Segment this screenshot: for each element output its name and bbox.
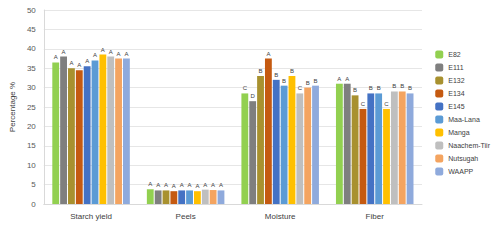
svg-text:E134: E134 [448, 90, 464, 97]
svg-text:A: A [180, 182, 184, 188]
svg-text:A: A [203, 182, 207, 188]
svg-text:0: 0 [31, 200, 36, 209]
svg-text:Naachem-Tiir: Naachem-Tiir [448, 142, 490, 149]
svg-text:A: A [219, 182, 223, 188]
svg-text:50: 50 [27, 6, 36, 15]
svg-text:A: A [211, 182, 215, 188]
svg-text:D: D [251, 93, 256, 99]
svg-text:Percentage %: Percentage % [8, 82, 17, 132]
svg-text:A: A [109, 49, 113, 55]
svg-text:20: 20 [27, 122, 36, 131]
svg-text:C: C [384, 101, 389, 107]
svg-text:E132: E132 [448, 77, 464, 84]
svg-text:A: A [93, 52, 97, 58]
svg-text:A: A [345, 76, 349, 82]
svg-text:Starch yield: Starch yield [70, 212, 112, 221]
svg-text:40: 40 [27, 44, 36, 53]
svg-text:35: 35 [27, 64, 36, 73]
svg-text:A: A [77, 62, 81, 68]
svg-text:A: A [156, 182, 160, 188]
svg-text:B: B [259, 68, 263, 74]
svg-text:15: 15 [27, 141, 36, 150]
svg-text:A: A [62, 49, 66, 55]
svg-text:25: 25 [27, 103, 36, 112]
svg-text:B: B [290, 68, 294, 74]
svg-text:E82: E82 [448, 51, 461, 58]
svg-text:B: B [369, 85, 373, 91]
svg-text:B: B [408, 85, 412, 91]
svg-text:A: A [188, 182, 192, 188]
svg-text:A: A [117, 51, 121, 57]
svg-text:A: A [69, 60, 73, 66]
svg-text:Moisture: Moisture [265, 212, 296, 221]
svg-text:B: B [400, 83, 404, 89]
svg-text:Maa-Lana: Maa-Lana [448, 116, 480, 123]
svg-text:B: B [353, 87, 357, 93]
svg-text:A: A [172, 183, 176, 189]
svg-text:C: C [361, 101, 366, 107]
svg-text:A: A [101, 47, 105, 53]
svg-text:B: B [282, 78, 286, 84]
svg-text:A: A [85, 58, 89, 64]
svg-text:B: B [274, 72, 278, 78]
svg-text:A: A [124, 51, 128, 57]
svg-text:A: A [195, 183, 199, 189]
svg-text:Manga: Manga [448, 129, 470, 137]
svg-text:C: C [298, 85, 303, 91]
svg-text:B: B [314, 78, 318, 84]
svg-text:B: B [392, 83, 396, 89]
svg-text:E111: E111 [448, 64, 463, 71]
svg-text:5: 5 [31, 180, 36, 189]
svg-text:A: A [164, 182, 168, 188]
svg-text:A: A [337, 76, 341, 82]
svg-text:Fiber: Fiber [366, 212, 385, 221]
svg-text:10: 10 [27, 161, 36, 170]
svg-text:Nutsugah: Nutsugah [448, 155, 478, 163]
svg-text:A: A [54, 54, 58, 60]
svg-text:A: A [266, 51, 270, 57]
svg-text:45: 45 [27, 25, 36, 34]
svg-text:E145: E145 [448, 103, 464, 110]
svg-text:30: 30 [27, 83, 36, 92]
svg-text:Peels: Peels [176, 212, 196, 221]
svg-text:B: B [306, 80, 310, 86]
svg-text:A: A [148, 181, 152, 187]
svg-text:C: C [243, 85, 248, 91]
svg-text:WAAPP: WAAPP [448, 168, 473, 175]
svg-text:B: B [377, 85, 381, 91]
